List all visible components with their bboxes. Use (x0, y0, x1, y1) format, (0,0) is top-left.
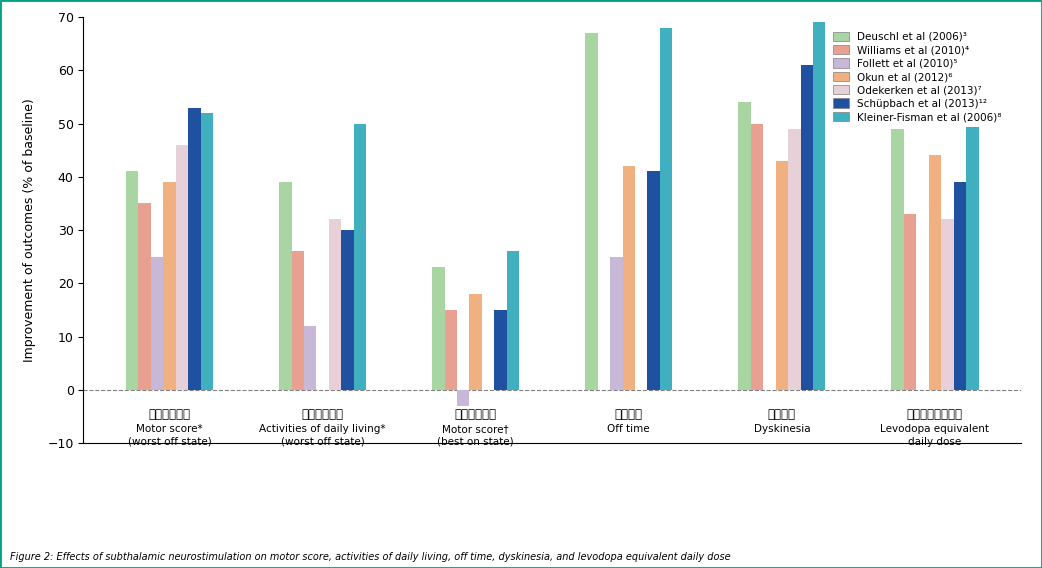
Bar (457, 390, 470, 406)
Text: 关期时间: 关期时间 (615, 408, 643, 421)
Bar (775, 161, 788, 390)
Y-axis label: Improvement of outcomes (% of baseline): Improvement of outcomes (% of baseline) (23, 98, 36, 362)
Text: 开期运动评分: 开期运动评分 (454, 408, 497, 421)
Bar (342, 230, 354, 390)
Text: 关期生活质量: 关期生活质量 (302, 408, 344, 421)
Bar (354, 123, 367, 390)
Bar (201, 113, 214, 390)
Bar (966, 91, 978, 390)
Bar (470, 294, 482, 390)
Bar (151, 257, 164, 390)
Bar (189, 107, 201, 390)
Text: Dyskinesia: Dyskinesia (753, 424, 810, 435)
Bar (586, 33, 598, 390)
Text: 异动情况: 异动情况 (768, 408, 796, 421)
Bar (813, 22, 825, 390)
Bar (495, 310, 506, 390)
Text: Levodopa equivalent
daily dose: Levodopa equivalent daily dose (880, 424, 990, 447)
Bar (928, 156, 941, 390)
Text: Figure 2: Effects of subthalamic neurostimulation on motor score, activities of : Figure 2: Effects of subthalamic neurost… (10, 552, 731, 562)
Bar (445, 310, 457, 390)
Bar (304, 326, 317, 390)
Bar (647, 172, 660, 390)
Text: Motor score†
(best on state): Motor score† (best on state) (438, 424, 514, 447)
Bar (788, 129, 800, 390)
Bar (738, 102, 750, 390)
Bar (279, 182, 292, 390)
Bar (139, 203, 151, 390)
Bar (610, 257, 622, 390)
Bar (329, 219, 342, 390)
Bar (622, 166, 635, 390)
Bar (750, 123, 763, 390)
Bar (800, 65, 813, 390)
Text: Activities of daily living*
(worst off state): Activities of daily living* (worst off s… (259, 424, 386, 447)
Text: 关期运动评分: 关期运动评分 (149, 408, 191, 421)
Text: Motor score*
(worst off state): Motor score* (worst off state) (128, 424, 212, 447)
Bar (126, 172, 139, 390)
Bar (903, 214, 916, 390)
Bar (660, 28, 672, 390)
Bar (176, 145, 189, 390)
Bar (164, 182, 176, 390)
Bar (432, 268, 445, 390)
Bar (941, 219, 953, 390)
Text: 左旋多巴等效剂量: 左旋多巴等效剂量 (907, 408, 963, 421)
Bar (953, 182, 966, 390)
Bar (891, 129, 903, 390)
Legend: Deuschl et al (2006)³, Williams et al (2010)⁴, Follett et al (2010)⁵, Okun et al: Deuschl et al (2006)³, Williams et al (2… (827, 27, 1007, 127)
Bar (292, 251, 304, 390)
Text: Off time: Off time (607, 424, 650, 435)
Bar (506, 251, 519, 390)
